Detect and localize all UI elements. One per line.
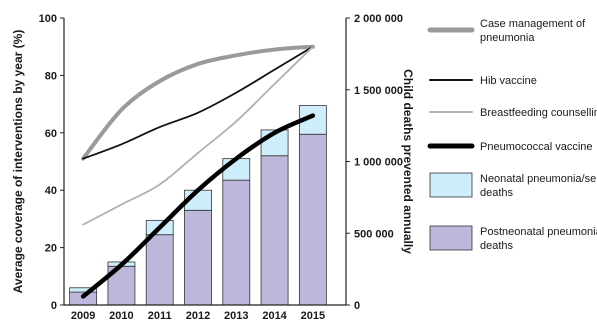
- bar-neonatal-2013: [222, 158, 251, 181]
- legend-label-0-1: pneumonia: [480, 32, 535, 44]
- legend-label-2-0: Breastfeeding counselling: [480, 107, 597, 119]
- left-tick-label-60: 60: [45, 128, 57, 140]
- bar-postneonatal-2015: [298, 133, 327, 306]
- left-tick-label-20: 20: [45, 243, 57, 255]
- left-tick-label-100: 100: [39, 13, 57, 25]
- left-tick-label-80: 80: [45, 70, 57, 82]
- x-tick-label-2012: 2012: [186, 310, 210, 322]
- left-tick-label-0: 0: [51, 300, 57, 312]
- left-tick-label-40: 40: [45, 185, 57, 197]
- x-tick-label-2013: 2013: [224, 310, 248, 322]
- legend-label-3-0: Pneumococcal vaccine: [480, 141, 593, 153]
- x-tick-label-2010: 2010: [109, 310, 133, 322]
- line-series-3: [80, 113, 316, 299]
- legend-label-5-1: deaths: [480, 240, 514, 252]
- right-axis-title: Child deaths prevented annually: [401, 69, 415, 254]
- line-series-2: [82, 45, 314, 226]
- right-tick-label-4: 2 000 000: [354, 13, 403, 25]
- legend-label-4-1: deaths: [480, 187, 514, 199]
- legend-swatch-4: [429, 172, 473, 198]
- line-series-0: [81, 44, 315, 161]
- x-tick-label-2011: 2011: [148, 310, 172, 322]
- left-axis-title: Average coverage of interventions by yea…: [11, 30, 25, 294]
- legend-label-5-0: Postneonatal pneumonia: [480, 226, 597, 238]
- bar-postneonatal-2014: [260, 155, 289, 306]
- bar-postneonatal-2013: [222, 179, 251, 306]
- right-tick-label-1: 500 000: [354, 228, 394, 240]
- legend-label-0-0: Case management of: [480, 18, 586, 30]
- right-tick-label-0: 0: [354, 300, 360, 312]
- legend-swatch-5: [429, 225, 473, 251]
- x-tick-label-2015: 2015: [301, 310, 325, 322]
- legend-label-4-0: Neonatal pneumonia/sepsis: [480, 173, 597, 185]
- x-tick-label-2014: 2014: [262, 310, 287, 322]
- bar-neonatal-2009: [69, 287, 98, 293]
- bar-postneonatal-2012: [184, 209, 212, 306]
- line-series-1: [82, 45, 314, 160]
- right-tick-label-3: 1 500 000: [354, 85, 403, 97]
- bar-postneonatal-2011: [145, 234, 174, 306]
- x-tick-label-2009: 2009: [71, 310, 95, 322]
- legend-label-1-0: Hib vaccine: [480, 75, 537, 87]
- right-tick-label-2: 1 000 000: [354, 157, 403, 169]
